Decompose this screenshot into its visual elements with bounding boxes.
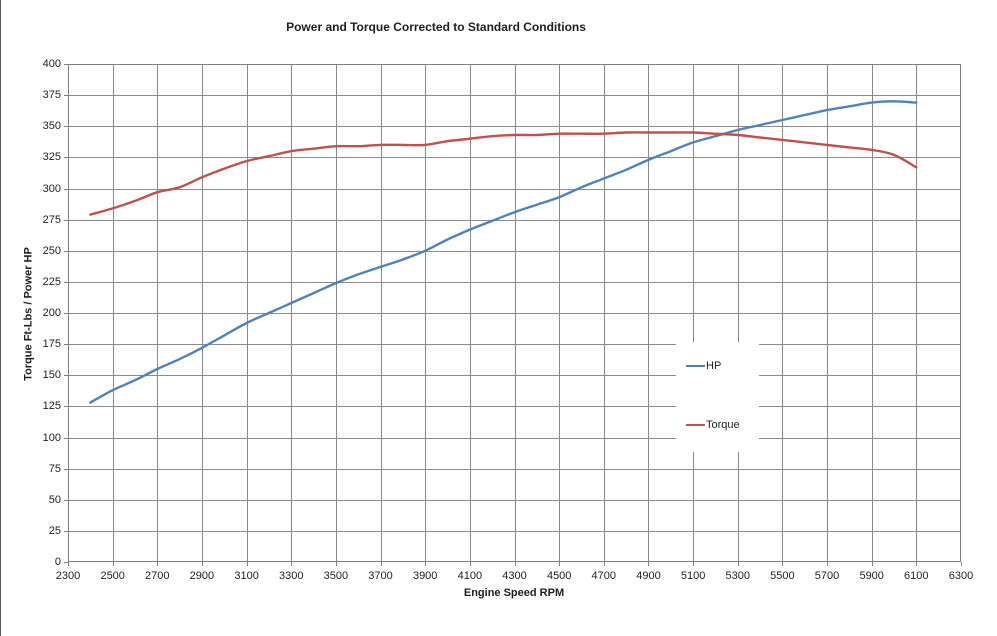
y-tick-label: 75 — [48, 462, 61, 475]
x-tick-label: 2900 — [189, 570, 215, 582]
y-tick-label: 250 — [42, 244, 61, 257]
x-tick-label: 6100 — [904, 570, 929, 582]
y-tick-label: 125 — [42, 400, 61, 413]
y-tick-label: 300 — [42, 182, 61, 195]
x-tick-label: 3900 — [412, 570, 438, 582]
y-tick-label: 350 — [42, 120, 61, 133]
y-tick-label: 100 — [42, 431, 61, 444]
hp-line-swatch — [686, 365, 705, 367]
y-tick-label: 375 — [42, 89, 61, 102]
legend-item-torque: Torque — [686, 415, 740, 435]
x-tick-label: 3700 — [368, 570, 393, 582]
x-tick-label: 5100 — [680, 570, 706, 582]
x-tick-label: 3500 — [323, 570, 349, 582]
x-tick-label: 2700 — [145, 570, 170, 582]
y-tick-label: 25 — [48, 524, 61, 537]
y-tick-label: 175 — [42, 338, 61, 351]
y-tick-label: 400 — [42, 58, 61, 70]
x-tick-label: 2500 — [100, 570, 125, 582]
y-tick-label: 225 — [42, 275, 61, 288]
legend: HP Torque — [676, 342, 759, 452]
series-line-hp — [89, 100, 918, 404]
legend-item-hp: HP — [686, 356, 721, 376]
y-tick-label: 150 — [42, 369, 61, 382]
x-tick-label: 2300 — [55, 570, 81, 582]
y-tick-label: 325 — [42, 151, 61, 164]
y-tick-label: 0 — [54, 556, 61, 568]
x-tick-label: 4900 — [636, 570, 661, 582]
y-tick-label: 275 — [42, 213, 61, 226]
x-tick-label: 5700 — [814, 570, 840, 582]
x-tick-label: 5500 — [770, 570, 795, 582]
x-tick-label: 4300 — [502, 570, 527, 582]
y-tick-label: 50 — [48, 493, 61, 506]
torque-line-swatch — [686, 424, 705, 426]
x-tick-label: 5900 — [859, 570, 884, 582]
x-tick-label: 4500 — [546, 570, 572, 582]
series-line-torque — [89, 131, 918, 216]
x-tick-label: 3300 — [279, 570, 304, 582]
legend-label-hp: HP — [706, 360, 722, 372]
x-tick-label: 4700 — [591, 570, 617, 582]
x-tick-label: 3100 — [234, 570, 259, 582]
x-tick-label: 6300 — [948, 570, 974, 582]
x-axis-title: Engine Speed RPM — [463, 587, 565, 599]
y-tick-label: 200 — [42, 307, 61, 319]
x-tick-label: 5300 — [725, 570, 751, 582]
y-axis-title: Torque Ft-Lbs / Power HP — [22, 247, 35, 381]
plot-border — [68, 64, 961, 562]
chart-title: Power and Torque Corrected to Standard C… — [286, 20, 586, 34]
legend-label-torque: Torque — [706, 419, 740, 431]
x-tick-label: 4100 — [457, 570, 483, 582]
